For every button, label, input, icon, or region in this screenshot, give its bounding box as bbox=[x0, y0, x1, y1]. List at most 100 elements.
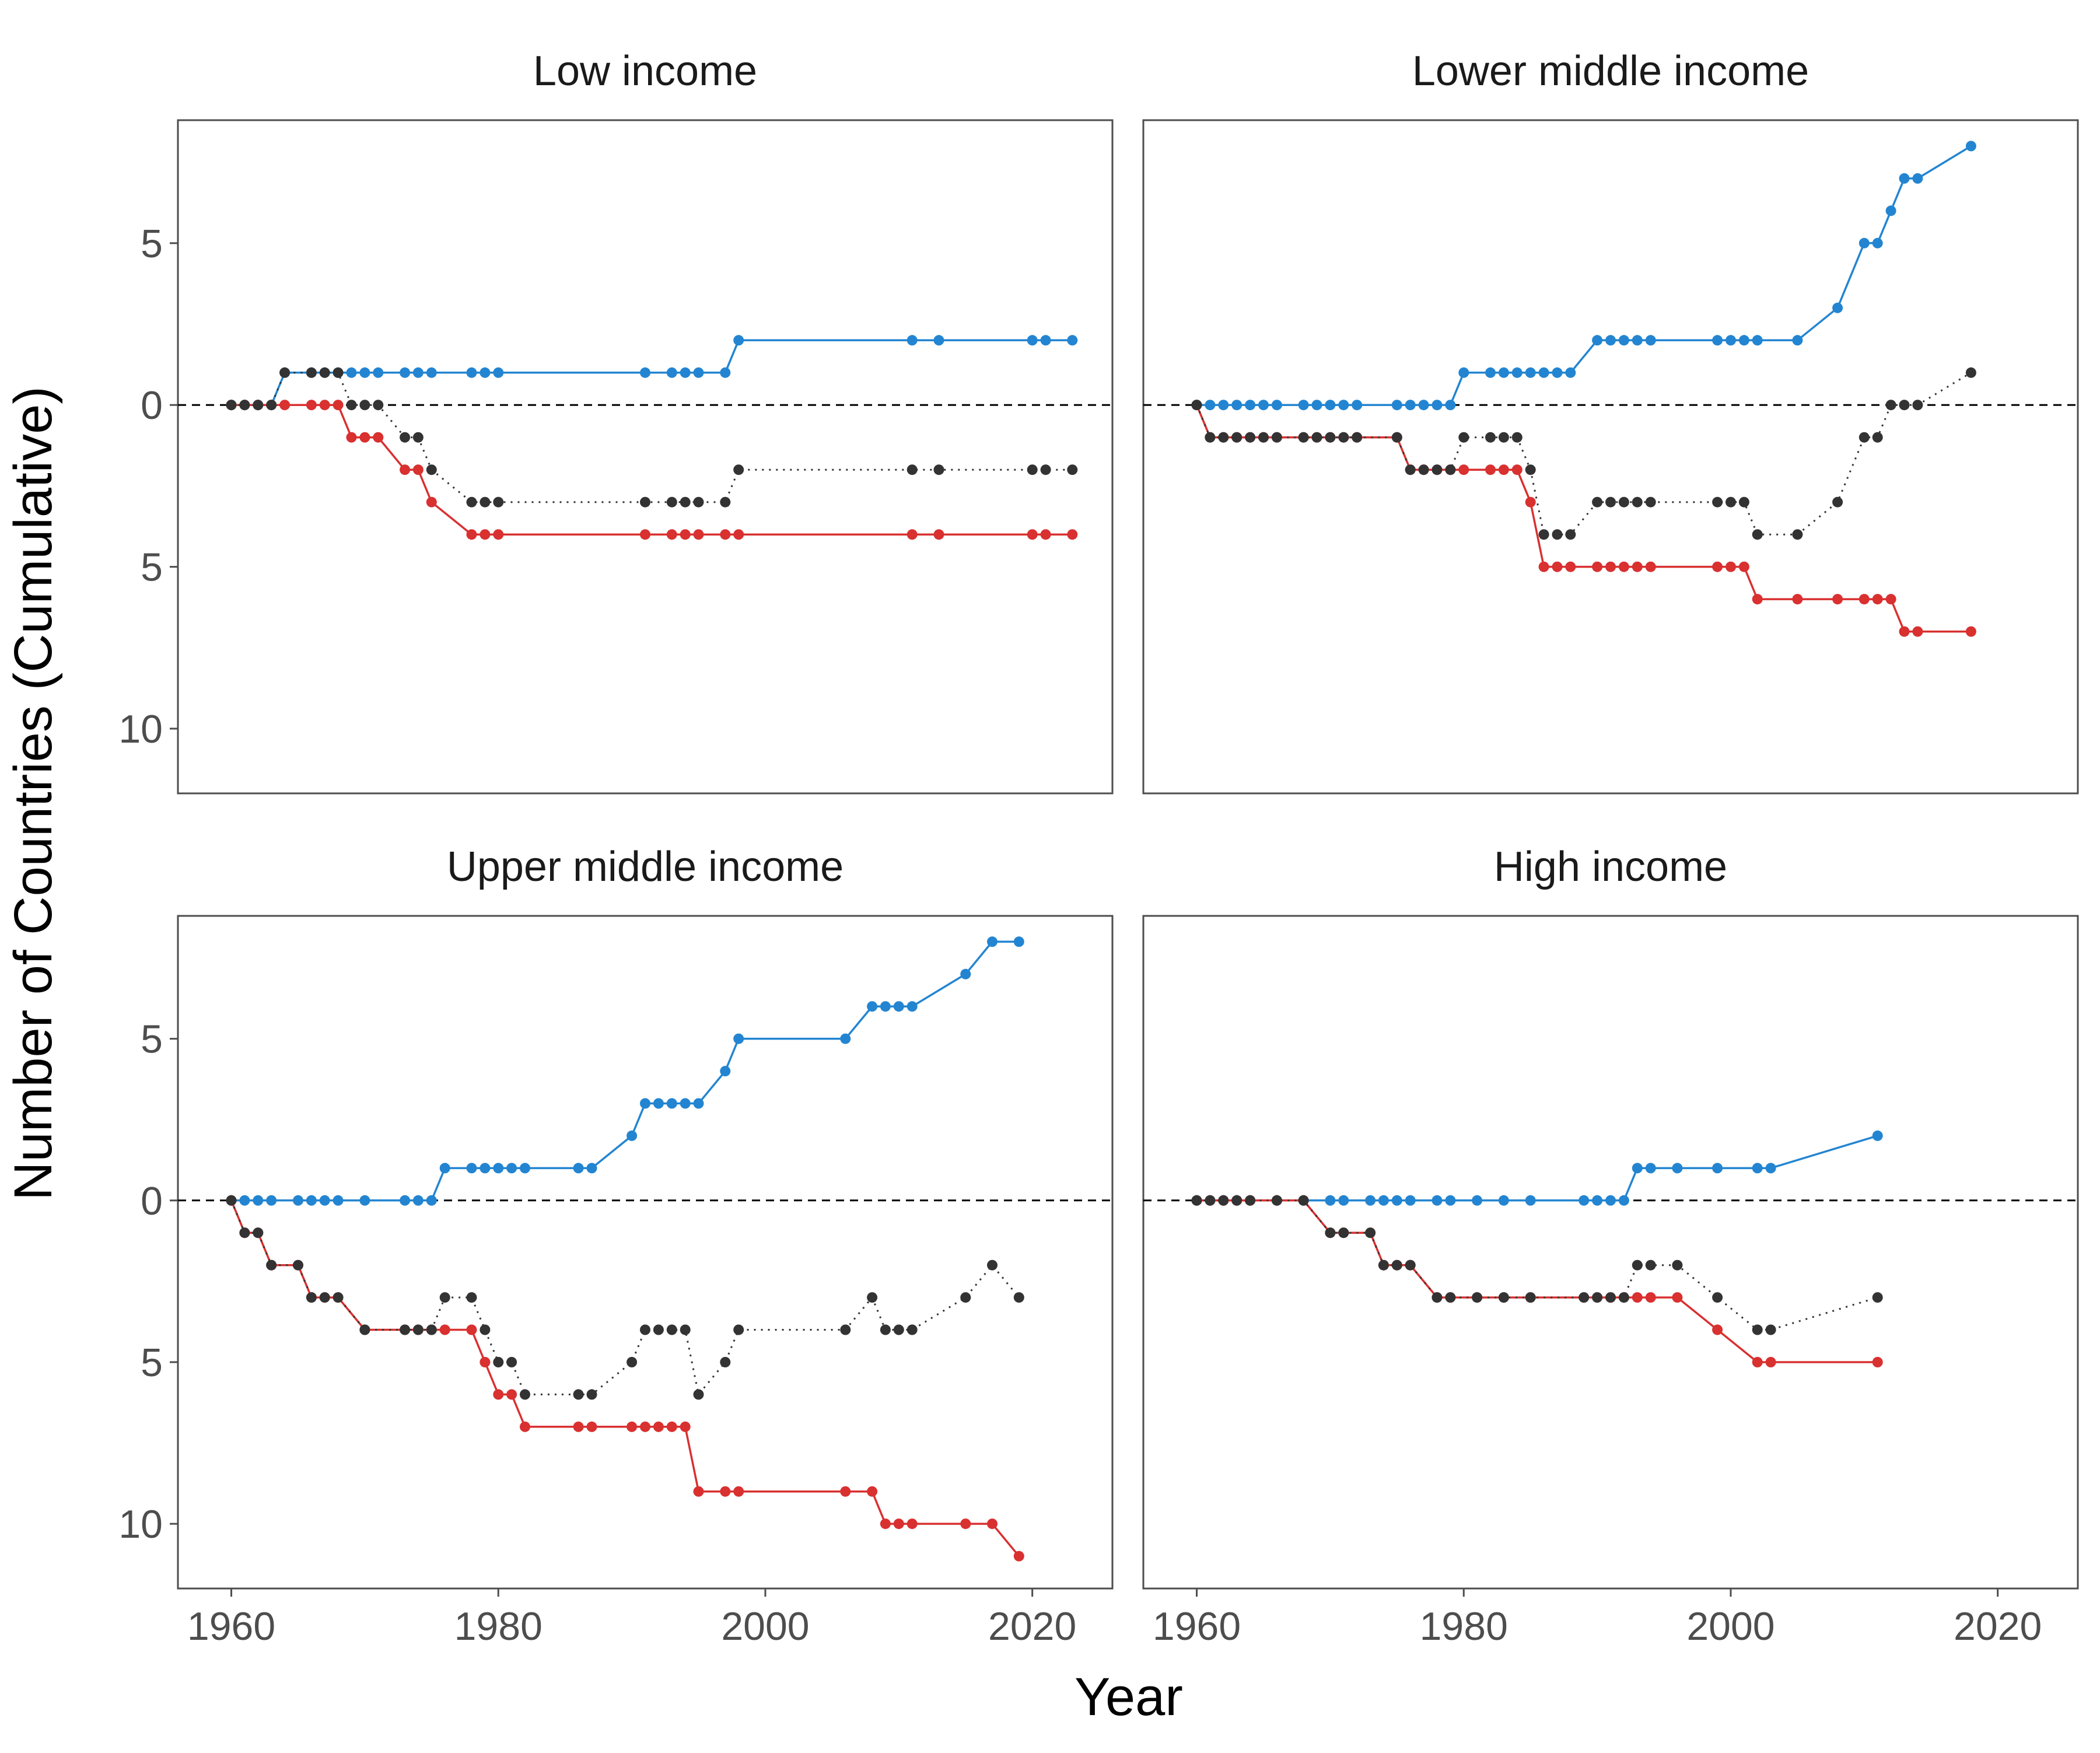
data-point-net bbox=[359, 400, 370, 411]
data-point-positive bbox=[907, 1001, 918, 1012]
data-point-net bbox=[226, 1195, 237, 1206]
data-point-net bbox=[1338, 432, 1349, 443]
data-point-net bbox=[640, 496, 650, 508]
data-point-positive bbox=[1027, 335, 1038, 346]
data-point-positive bbox=[880, 1001, 891, 1012]
data-point-net bbox=[680, 496, 691, 508]
data-point-net bbox=[1885, 400, 1896, 411]
data-point-net bbox=[1525, 464, 1536, 475]
data-point-net bbox=[480, 496, 491, 508]
data-point-negative bbox=[1712, 561, 1723, 572]
data-point-positive bbox=[1712, 1163, 1723, 1174]
data-point-positive bbox=[1472, 1195, 1483, 1206]
data-point-net bbox=[693, 496, 704, 508]
data-point-negative bbox=[1498, 464, 1509, 475]
data-point-net bbox=[332, 367, 344, 378]
data-point-net bbox=[520, 1389, 530, 1400]
series-positive bbox=[226, 335, 1078, 411]
data-point-positive bbox=[1645, 335, 1656, 346]
data-point-net bbox=[1859, 432, 1870, 443]
data-point-net bbox=[1231, 432, 1242, 443]
data-point-positive bbox=[1338, 1195, 1349, 1206]
data-point-negative bbox=[466, 1324, 477, 1335]
data-point-negative bbox=[1672, 1292, 1683, 1303]
x-tick-label: 2000 bbox=[1686, 1604, 1774, 1649]
data-point-net bbox=[1511, 432, 1522, 443]
data-point-net bbox=[1645, 496, 1656, 508]
series-net bbox=[1191, 367, 1976, 540]
data-point-net bbox=[653, 1324, 664, 1335]
x-tick-label: 2020 bbox=[1954, 1604, 2042, 1649]
data-point-net bbox=[466, 1292, 477, 1303]
data-point-negative bbox=[1965, 626, 1976, 637]
data-point-positive bbox=[1752, 335, 1763, 346]
data-point-positive bbox=[239, 1195, 250, 1206]
panel-title: Upper middle income bbox=[447, 844, 844, 890]
data-point-negative bbox=[1605, 561, 1616, 572]
data-point-negative bbox=[1632, 561, 1643, 572]
data-point-positive bbox=[1231, 400, 1242, 411]
data-point-negative bbox=[1752, 594, 1763, 605]
data-point-net bbox=[1712, 1292, 1723, 1303]
x-tick-label: 2000 bbox=[721, 1604, 809, 1649]
data-point-negative bbox=[1538, 561, 1549, 572]
data-point-positive bbox=[1632, 335, 1643, 346]
data-point-positive bbox=[1013, 936, 1024, 947]
data-point-net bbox=[1578, 1292, 1590, 1303]
data-point-negative bbox=[1792, 594, 1803, 605]
data-point-positive bbox=[1218, 400, 1229, 411]
data-point-negative bbox=[506, 1389, 517, 1400]
data-point-positive bbox=[1258, 400, 1269, 411]
data-point-negative bbox=[480, 1357, 491, 1367]
data-point-positive bbox=[933, 335, 944, 346]
data-point-net bbox=[426, 1324, 437, 1335]
data-point-net bbox=[480, 1324, 491, 1335]
data-point-positive bbox=[359, 1195, 370, 1206]
data-point-net bbox=[319, 1292, 330, 1303]
series-line-negative bbox=[231, 404, 1073, 536]
panel-1: Low income 5 0 5 10 bbox=[118, 48, 1114, 795]
data-point-net bbox=[733, 464, 744, 475]
data-point-net bbox=[506, 1357, 517, 1367]
data-point-net bbox=[1592, 496, 1603, 508]
data-point-net bbox=[1445, 464, 1456, 475]
data-point-positive bbox=[266, 1195, 277, 1206]
data-point-net bbox=[933, 464, 944, 475]
data-point-net bbox=[1391, 1259, 1402, 1271]
data-point-positive bbox=[493, 1163, 504, 1174]
data-point-net bbox=[1632, 1259, 1643, 1271]
data-point-net bbox=[1498, 432, 1509, 443]
y-axis-title: Number of Countries (Cumulative) bbox=[4, 386, 63, 1201]
data-point-negative bbox=[1525, 496, 1536, 508]
data-point-negative bbox=[586, 1421, 597, 1432]
data-point-negative bbox=[1632, 1292, 1643, 1303]
data-point-net bbox=[1618, 496, 1629, 508]
data-point-net bbox=[1872, 432, 1883, 443]
data-point-negative bbox=[332, 400, 344, 411]
data-point-negative bbox=[1592, 561, 1603, 572]
series-negative bbox=[226, 1195, 1024, 1562]
data-point-positive bbox=[1618, 1195, 1629, 1206]
data-point-net bbox=[1712, 496, 1723, 508]
panel-border bbox=[1142, 119, 2079, 795]
data-point-positive bbox=[1352, 400, 1363, 411]
data-point-net bbox=[1672, 1259, 1683, 1271]
data-point-net bbox=[680, 1324, 691, 1335]
data-point-negative bbox=[359, 432, 370, 443]
data-point-negative bbox=[1738, 561, 1749, 572]
data-point-positive bbox=[1485, 367, 1496, 378]
data-point-positive bbox=[1912, 173, 1923, 184]
data-point-net bbox=[1040, 464, 1051, 475]
data-point-positive bbox=[1578, 1195, 1590, 1206]
data-point-positive bbox=[1365, 1195, 1376, 1206]
data-point-negative bbox=[1618, 561, 1629, 572]
data-point-negative bbox=[720, 1486, 731, 1497]
data-point-positive bbox=[1445, 400, 1456, 411]
data-point-positive bbox=[1405, 1195, 1416, 1206]
data-point-net bbox=[1645, 1259, 1656, 1271]
data-point-positive bbox=[1311, 400, 1322, 411]
data-point-net bbox=[893, 1324, 904, 1335]
data-point-net bbox=[1218, 432, 1229, 443]
data-point-net bbox=[907, 1324, 918, 1335]
series-line-positive bbox=[231, 339, 1073, 406]
